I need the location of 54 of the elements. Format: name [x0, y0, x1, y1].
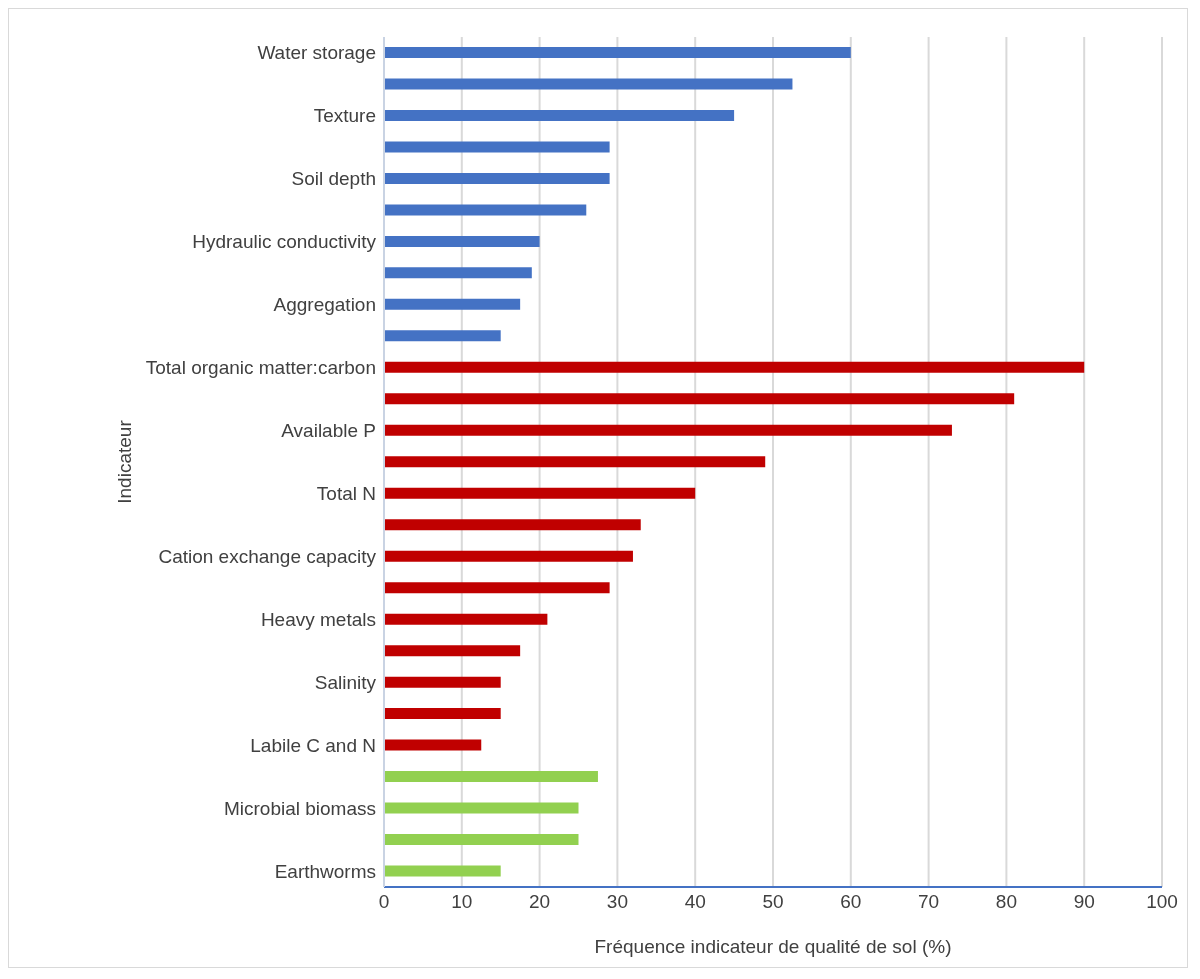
y-tick-label: Water storage [257, 42, 376, 64]
y-tick-label: Texture [313, 105, 376, 127]
bar [384, 834, 579, 846]
x-tick-label: 80 [995, 891, 1017, 913]
bar [384, 739, 482, 751]
bar [384, 771, 598, 783]
bar [384, 424, 952, 436]
bar [384, 582, 610, 594]
x-tick-label: 100 [1146, 891, 1178, 913]
x-axis-title: Fréquence indicateur de qualité de sol (%) [594, 936, 952, 957]
bar [384, 109, 735, 121]
bar [384, 47, 851, 58]
y-tick-label: Soil depth [291, 168, 376, 190]
y-tick-label: Total organic matter:carbon [145, 357, 376, 379]
bar [384, 393, 1015, 405]
bar [384, 235, 540, 247]
y-tick-label: Total N [316, 483, 376, 505]
bar [384, 708, 501, 720]
y-axis-title: Indicateur [113, 419, 135, 504]
x-tick-label: 90 [1073, 891, 1095, 913]
bar [384, 330, 501, 342]
bar [384, 204, 587, 216]
bar [384, 141, 610, 153]
y-tick-label: Available P [281, 420, 376, 442]
bar [384, 487, 696, 499]
x-tick-label: 0 [378, 891, 390, 913]
x-tick-label: 40 [684, 891, 706, 913]
bar [384, 519, 641, 531]
y-tick-label: Microbial biomass [223, 798, 376, 820]
x-tick-label: 60 [840, 891, 862, 913]
bar [384, 361, 1085, 373]
y-tick-label: Cation exchange capacity [158, 546, 377, 568]
x-tick-label: 70 [918, 891, 940, 913]
x-tick-label: 10 [451, 891, 473, 913]
y-tick-label: Earthworms [274, 861, 376, 882]
y-tick-label: Labile C and N [250, 735, 376, 757]
x-tick-label: 20 [529, 891, 551, 913]
y-tick-label: Heavy metals [260, 609, 376, 631]
y-tick-label: Salinity [314, 672, 377, 694]
bar [384, 550, 633, 562]
bar [384, 645, 521, 657]
y-tick-label: Aggregation [273, 294, 376, 316]
x-tick-label: 30 [606, 891, 628, 913]
bar [384, 172, 610, 184]
bar [384, 676, 501, 688]
bar [384, 456, 766, 468]
bar [384, 802, 579, 814]
bar [384, 267, 532, 279]
x-tick-label: 50 [762, 891, 784, 913]
bar [384, 613, 548, 625]
bar [384, 78, 793, 90]
bar [384, 298, 521, 310]
bar [384, 865, 501, 877]
y-tick-label: Hydraulic conductivity [192, 231, 377, 253]
